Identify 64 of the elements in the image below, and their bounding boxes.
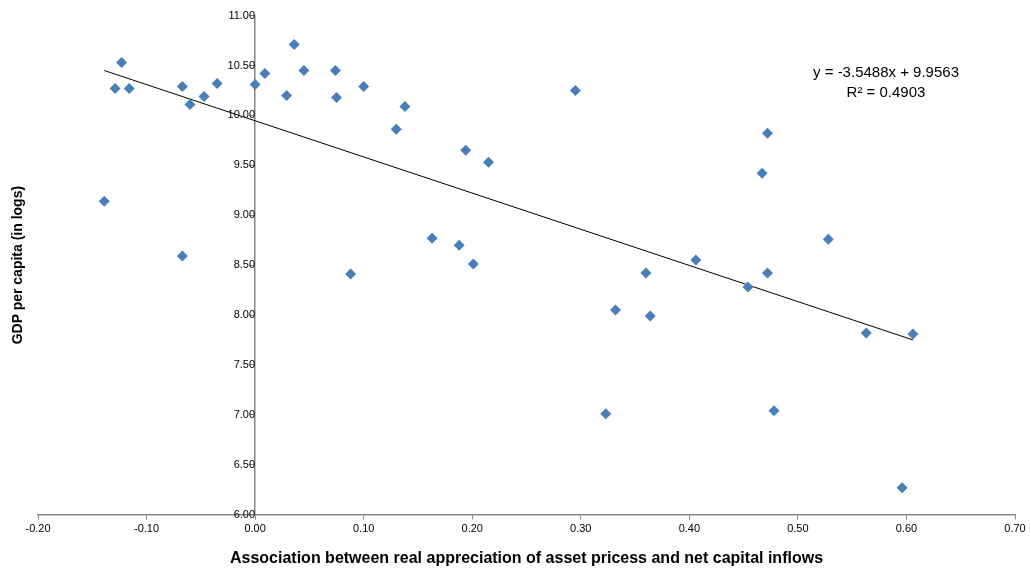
point bbox=[211, 77, 223, 89]
point bbox=[116, 57, 128, 69]
y-tick-label: 8.00 bbox=[233, 308, 256, 321]
point bbox=[907, 328, 919, 340]
point bbox=[298, 64, 310, 76]
point bbox=[198, 90, 210, 102]
point bbox=[610, 304, 622, 316]
point bbox=[569, 84, 581, 96]
point bbox=[640, 267, 652, 279]
y-tick-label: 9.50 bbox=[233, 158, 256, 171]
point bbox=[329, 64, 341, 76]
y-tick-label: 7.50 bbox=[233, 357, 256, 370]
point bbox=[460, 144, 472, 156]
x-tick-label: -0.10 bbox=[134, 522, 160, 535]
annotation: y = -3.5488x + 9.9563 bbox=[813, 62, 959, 80]
point bbox=[600, 408, 612, 420]
point bbox=[896, 482, 908, 494]
x-axis-title: Association between real appreciation of asset pricess and net capital inflows bbox=[229, 548, 824, 566]
point bbox=[644, 310, 656, 322]
annotation: R² = 0.4903 bbox=[846, 82, 926, 100]
point bbox=[467, 258, 479, 270]
y-tick-label: 8.50 bbox=[233, 258, 256, 271]
x-tick-label: 0.10 bbox=[352, 522, 375, 535]
point bbox=[123, 82, 135, 94]
point bbox=[822, 233, 834, 245]
x-tick-label: 0.20 bbox=[461, 522, 483, 535]
point bbox=[176, 80, 188, 92]
y-tick-label: 10.50 bbox=[227, 58, 256, 71]
point bbox=[249, 78, 261, 90]
point bbox=[288, 39, 300, 51]
point bbox=[331, 91, 343, 103]
point bbox=[399, 100, 411, 112]
point bbox=[345, 268, 357, 280]
x-tick-label: 0.30 bbox=[570, 522, 592, 535]
point bbox=[768, 405, 780, 417]
y-tick-label: 7.00 bbox=[233, 407, 256, 420]
point bbox=[761, 127, 773, 139]
point bbox=[109, 82, 121, 94]
point bbox=[176, 250, 188, 262]
x-tick-label: 0.70 bbox=[1004, 522, 1026, 535]
point bbox=[742, 281, 754, 293]
x-tick-label: 0.40 bbox=[678, 522, 701, 535]
point bbox=[259, 67, 271, 79]
x-tick-label: 0.00 bbox=[244, 522, 266, 535]
y-tick-label: 6.50 bbox=[233, 457, 256, 470]
point bbox=[756, 167, 768, 179]
point bbox=[453, 239, 465, 251]
point bbox=[281, 89, 293, 101]
point bbox=[761, 267, 773, 279]
point bbox=[98, 195, 110, 207]
y-tick-label: 11.00 bbox=[228, 8, 256, 21]
point bbox=[483, 156, 495, 168]
point bbox=[860, 327, 872, 339]
x-tick-label: -0.20 bbox=[25, 522, 51, 535]
point bbox=[358, 80, 370, 92]
point bbox=[426, 232, 438, 244]
y-axis-title: GDP per capita (in logs) bbox=[8, 185, 25, 345]
point bbox=[390, 123, 402, 135]
y-tick-label: 9.00 bbox=[233, 208, 256, 221]
point bbox=[690, 254, 702, 266]
y-tick-label: 6.00 bbox=[233, 507, 256, 520]
x-tick-label: 0.60 bbox=[895, 522, 918, 535]
point bbox=[184, 98, 196, 110]
x-tick-label: 0.50 bbox=[787, 522, 809, 535]
